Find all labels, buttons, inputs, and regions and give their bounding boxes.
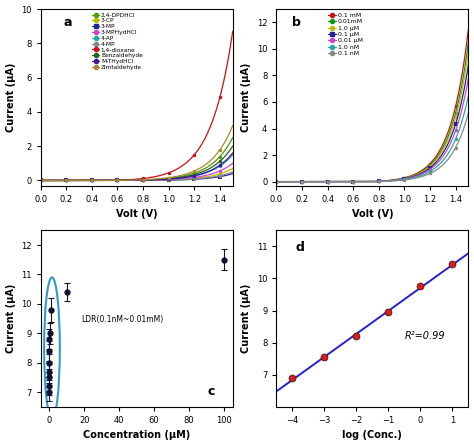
Legend: 0.1 mM, 0.01mM, 1.0 μM, 0.1 μM, 0.01 μM, 1.0 nM, 0.1 nM: 0.1 mM, 0.01mM, 1.0 μM, 0.1 μM, 0.01 μM,… [328,12,363,57]
Y-axis label: Current (μA): Current (μA) [241,62,251,132]
Text: d: d [296,241,304,254]
X-axis label: Volt (V): Volt (V) [116,209,157,219]
Text: c: c [208,385,215,398]
Y-axis label: Current (μA): Current (μA) [241,284,251,353]
Text: R²=0.99: R²=0.99 [404,331,445,342]
X-axis label: Concentration (μM): Concentration (μM) [83,430,190,441]
Text: b: b [292,16,301,29]
Y-axis label: Current (μA): Current (μA) [6,284,16,353]
Text: a: a [64,16,72,29]
X-axis label: Volt (V): Volt (V) [352,209,393,219]
Y-axis label: Current (μA): Current (μA) [6,62,16,132]
Text: LDR(0.1nM~0.01mM): LDR(0.1nM~0.01mM) [81,314,163,323]
Legend: 2,4-DPDHCl, 3-CP, 3-MP, 3-MPHydHCl, 4-AP, 4-MP, 1,4-dioxane, Benzaldehyde, M-THy: 2,4-DPDHCl, 3-CP, 3-MP, 3-MPHydHCl, 4-AP… [91,12,143,70]
X-axis label: log (Conc.): log (Conc.) [343,430,402,441]
